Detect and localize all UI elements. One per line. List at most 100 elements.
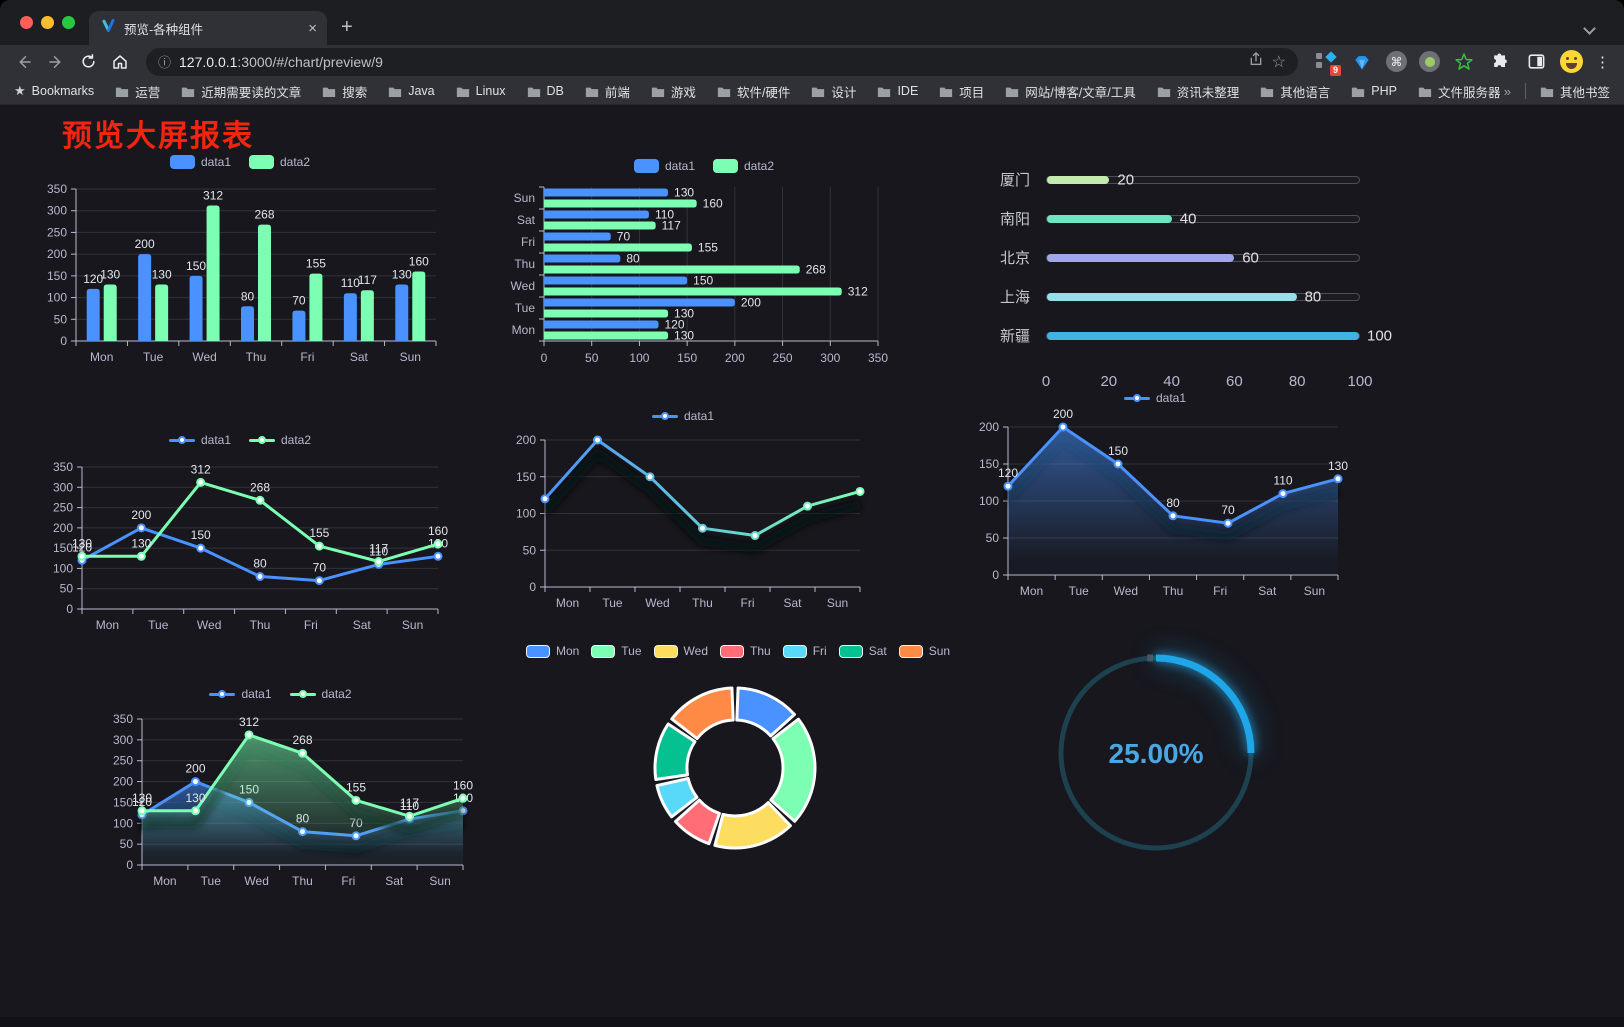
chart-horizontal-bar[interactable]: data1 data2 0 50 100 150 200 250 300 350 Sun 130 160… bbox=[494, 155, 914, 371]
extension-record-icon[interactable] bbox=[1419, 51, 1440, 72]
bookmark-folder[interactable]: 运营 bbox=[115, 82, 160, 101]
folder-icon bbox=[389, 87, 402, 97]
legend-swatch bbox=[591, 644, 616, 658]
svg-text:117: 117 bbox=[662, 219, 681, 233]
legend-item[interactable]: Thu bbox=[720, 644, 771, 658]
bookmark-folder[interactable]: IDE bbox=[877, 84, 918, 98]
svg-text:155: 155 bbox=[309, 526, 329, 540]
chart-gauge[interactable]: 25.00% bbox=[1040, 647, 1275, 867]
legend-item[interactable]: data1 bbox=[633, 159, 695, 173]
bookmark-folder[interactable]: 游戏 bbox=[651, 82, 696, 101]
bookmark-folder[interactable]: Java bbox=[388, 84, 435, 98]
extension-grid-icon[interactable]: 9 bbox=[1314, 50, 1341, 76]
legend-item[interactable]: Tue bbox=[591, 644, 642, 658]
folder-icon bbox=[1418, 87, 1432, 97]
bookmark-folder[interactable]: 前端 bbox=[585, 82, 630, 101]
bookmark-folder[interactable]: 软件/硬件 bbox=[717, 82, 790, 101]
tab-close-icon[interactable]: × bbox=[308, 19, 317, 37]
close-window-button[interactable] bbox=[20, 16, 33, 29]
bookmarks-root[interactable]: ★ Bookmarks bbox=[14, 83, 95, 98]
legend-item[interactable]: Mon bbox=[525, 644, 579, 658]
legend-item[interactable]: data1 bbox=[169, 155, 231, 169]
extension-gem-icon[interactable] bbox=[1350, 50, 1374, 74]
forward-button[interactable] bbox=[42, 48, 70, 76]
bookmark-folder[interactable]: 文件服务器 bbox=[1418, 82, 1500, 101]
chart-area-two-series[interactable]: data1 data2 0 50 100 150 200 250 300 350 Mon Tue Wed… bbox=[88, 683, 473, 897]
legend-item[interactable]: data1 bbox=[1123, 391, 1187, 405]
bookmarks-overflow-icon[interactable]: » bbox=[1503, 83, 1511, 99]
browser-menu-icon[interactable]: ⋮ bbox=[1595, 53, 1610, 71]
legend-item[interactable]: data1 bbox=[209, 687, 272, 701]
svg-text:160: 160 bbox=[453, 778, 473, 792]
back-button[interactable] bbox=[10, 48, 38, 76]
chart-grouped-bar[interactable]: data1 data2 0 50 100 150 200 250 300 350 Mon Tue Wed… bbox=[28, 151, 452, 371]
svg-text:Mon: Mon bbox=[1020, 584, 1043, 598]
extensions-puzzle-icon[interactable] bbox=[1488, 50, 1512, 74]
fullscreen-window-button[interactable] bbox=[62, 16, 75, 29]
bookmark-folder[interactable]: PHP bbox=[1351, 84, 1397, 98]
url-text[interactable]: 127.0.0.1:3000/#/chart/preview/9 bbox=[179, 54, 383, 70]
chart-progress-bars[interactable]: 厦门 20 南阳 40 北京 60 上海 80 新疆 100 0 20 40 60 80 100 bbox=[1000, 160, 1392, 393]
extension-command-icon[interactable]: ⌘ bbox=[1386, 51, 1407, 72]
chart-line-gradient[interactable]: data1 0 50 100 150 200 Mon Tue Wed Thu Fri Sat Sun bbox=[494, 405, 872, 619]
minimize-window-button[interactable] bbox=[41, 16, 54, 29]
svg-text:160: 160 bbox=[409, 255, 429, 269]
legend-label: Thu bbox=[750, 644, 771, 658]
svg-text:Fri: Fri bbox=[341, 874, 355, 888]
url-bar[interactable]: ⓘ 127.0.0.1:3000/#/chart/preview/9 ☆ bbox=[146, 47, 1298, 76]
legend-swatch bbox=[898, 644, 923, 658]
sidebar-toggle-icon[interactable] bbox=[1524, 50, 1548, 74]
folder-icon bbox=[585, 87, 599, 97]
bookmark-folder[interactable]: 其他语言 bbox=[1260, 82, 1330, 101]
legend-item[interactable]: data2 bbox=[249, 155, 310, 169]
bookmark-folder[interactable]: 网站/博客/文章/工具 bbox=[1005, 82, 1136, 101]
legend-item[interactable]: data1 bbox=[168, 433, 231, 447]
progress-axis: 0 20 40 60 80 100 bbox=[1041, 373, 1373, 390]
legend-item[interactable]: Sun bbox=[898, 644, 950, 658]
legend-label: data1 bbox=[1155, 391, 1187, 405]
svg-text:110: 110 bbox=[341, 276, 360, 290]
bookmark-folder[interactable]: DB bbox=[527, 84, 564, 98]
other-bookmarks[interactable]: 其他书签 bbox=[1540, 82, 1610, 101]
browser-tab[interactable]: 预览-各种组件 × bbox=[89, 11, 327, 45]
svg-text:130: 130 bbox=[392, 268, 412, 282]
legend-item[interactable]: Wed bbox=[653, 644, 708, 658]
legend-label: Sat bbox=[868, 644, 887, 658]
svg-text:120: 120 bbox=[665, 318, 685, 332]
svg-text:0: 0 bbox=[66, 602, 73, 616]
extension-star-icon[interactable] bbox=[1452, 50, 1476, 74]
legend-item[interactable]: data1 bbox=[651, 409, 714, 423]
svg-text:Fri: Fri bbox=[741, 596, 755, 610]
bookmark-folder[interactable]: 搜索 bbox=[322, 82, 367, 101]
bookmark-folder[interactable]: 设计 bbox=[811, 82, 856, 101]
profile-avatar[interactable] bbox=[1560, 50, 1583, 73]
chart-donut[interactable]: Mon Tue Wed Thu Fri Sat Sun bbox=[525, 640, 950, 889]
bookmark-folder[interactable]: Linux bbox=[456, 84, 506, 98]
legend-item[interactable]: Sat bbox=[838, 644, 887, 658]
svg-text:0: 0 bbox=[60, 334, 67, 348]
legend-item[interactable]: data2 bbox=[289, 687, 352, 701]
legend-item[interactable]: data2 bbox=[713, 159, 774, 173]
reload-button[interactable] bbox=[74, 48, 102, 76]
bookmark-folder[interactable]: 资讯未整理 bbox=[1157, 82, 1239, 101]
divider bbox=[1524, 83, 1526, 99]
bookmark-folder[interactable]: 项目 bbox=[939, 82, 984, 101]
chart-area-single[interactable]: data1 0 50 100 150 200 Mon Tue Wed Thu Fri Sat Sun 12… bbox=[960, 387, 1350, 607]
svg-text:268: 268 bbox=[806, 263, 826, 277]
legend-item[interactable]: Fri bbox=[782, 644, 827, 658]
site-info-icon[interactable]: ⓘ bbox=[158, 55, 172, 70]
new-tab-button[interactable]: + bbox=[341, 16, 353, 38]
chevron-down-icon[interactable] bbox=[1583, 22, 1596, 35]
share-icon[interactable] bbox=[1248, 51, 1264, 72]
svg-text:350: 350 bbox=[113, 712, 133, 726]
chart-line-two-series[interactable]: data1 data2 0 50 100 150 200 250 300 350 Mon Tue Wed… bbox=[28, 429, 452, 639]
bookmark-folder[interactable]: 近期需要读的文章 bbox=[181, 82, 301, 101]
bookmark-star-icon[interactable]: ☆ bbox=[1271, 53, 1286, 71]
svg-text:250: 250 bbox=[773, 351, 793, 365]
legend-item[interactable]: data2 bbox=[249, 433, 311, 447]
folder-icon bbox=[323, 87, 336, 97]
home-button[interactable] bbox=[106, 48, 134, 76]
url-host: 127.0.0.1 bbox=[179, 53, 238, 70]
svg-text:25.00%: 25.00% bbox=[1109, 738, 1204, 769]
svg-text:Mon: Mon bbox=[96, 618, 119, 632]
